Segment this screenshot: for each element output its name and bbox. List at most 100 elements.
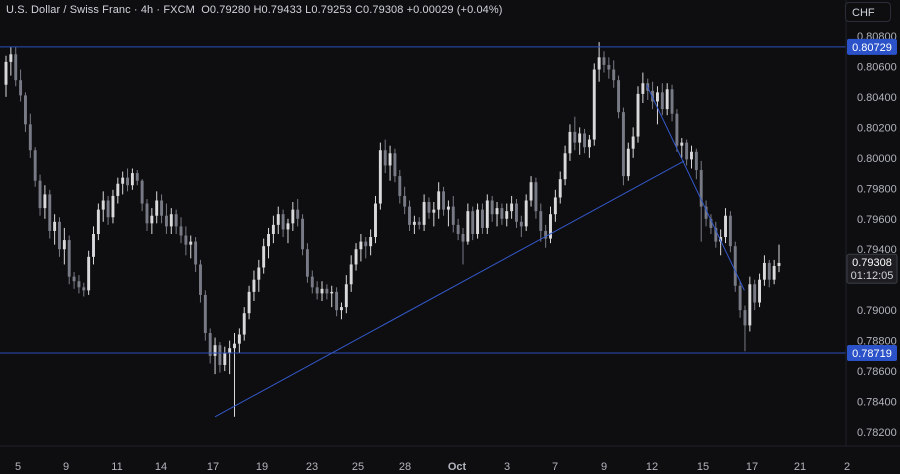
candle-body: [247, 291, 251, 314]
price-tick-label: 0.80600: [857, 61, 897, 73]
price-tick-label: 0.78400: [857, 397, 897, 409]
candle-body: [281, 214, 285, 230]
candle-body: [111, 195, 115, 218]
candle-body: [617, 80, 621, 113]
candle-body: [417, 221, 421, 225]
candle-body: [344, 284, 348, 308]
candle-body: [233, 343, 236, 349]
time-tick-label: 2: [844, 461, 850, 473]
time-tick-label: 17: [746, 461, 758, 473]
trendline[interactable]: [214, 160, 685, 418]
candle-body: [301, 218, 305, 250]
candle-body: [524, 200, 528, 227]
symbol-title: U.S. Dollar / Swiss Franc · 4h · FXCM: [6, 4, 195, 16]
candle-body: [767, 262, 771, 280]
candle-body: [680, 142, 684, 146]
candle-body: [544, 230, 548, 239]
candle-body: [87, 256, 91, 291]
candle-body: [359, 241, 363, 250]
candle-body: [194, 241, 198, 265]
candle-body: [14, 54, 18, 81]
candle-body: [286, 223, 290, 230]
candle-body: [77, 281, 81, 288]
ohlc-readout: O0.79280 H0.79433 L0.79253 C0.79308 +0.0…: [201, 4, 503, 16]
candle-body: [121, 177, 125, 184]
candle-body: [568, 131, 572, 154]
candle-body: [330, 291, 334, 294]
candle-body: [505, 211, 509, 219]
candle-body: [179, 226, 183, 236]
candle-body: [199, 264, 202, 295]
candle-body: [378, 150, 382, 204]
candle-body: [753, 284, 757, 303]
time-tick-label: 3: [504, 461, 510, 473]
candle-body: [534, 182, 538, 212]
price-tick-label: 0.78200: [857, 427, 897, 439]
candle-body: [583, 133, 586, 148]
time-tick-label: 12: [646, 461, 658, 473]
candle-body: [393, 153, 397, 177]
candle-body: [690, 151, 693, 160]
candle-body: [315, 287, 319, 294]
candle-body: [490, 200, 494, 215]
candle-body: [335, 291, 339, 311]
candle-body: [602, 57, 606, 65]
price-tick-label: 0.78800: [857, 336, 897, 348]
candle-body: [364, 241, 368, 247]
candle-body: [174, 214, 178, 227]
candle-body: [748, 284, 752, 326]
currency-button[interactable]: CHF: [845, 2, 891, 22]
candle-body: [150, 215, 154, 224]
current-price-tag: [846, 253, 898, 284]
candle-body: [485, 200, 489, 228]
candle-body: [271, 224, 275, 234]
candle-body: [636, 93, 640, 137]
trendline[interactable]: [646, 84, 745, 291]
time-tick-label: 23: [306, 461, 318, 473]
time-tick-label: 28: [399, 461, 411, 473]
time-tick-label: 5: [15, 461, 21, 473]
candle-body: [553, 197, 557, 215]
candle-body: [58, 221, 61, 250]
candle-body: [694, 151, 698, 171]
candle-body: [140, 180, 144, 204]
candle-body: [228, 348, 232, 353]
candle-body: [369, 237, 373, 247]
candle-body: [626, 148, 630, 177]
candle-body: [213, 345, 217, 356]
candle-body: [738, 285, 742, 311]
candle-body: [72, 276, 76, 282]
candle-body: [631, 136, 635, 149]
level-price-label: 0.78719: [852, 348, 892, 360]
candle-body: [471, 211, 475, 234]
candle-body: [296, 209, 300, 219]
candle-body: [704, 206, 708, 219]
candle-body: [592, 69, 596, 140]
candle-body: [476, 209, 480, 234]
candle-body: [339, 307, 343, 311]
candle-body: [325, 288, 329, 294]
candle-body: [656, 92, 659, 102]
candle-body: [19, 80, 23, 96]
candle-body: [116, 183, 120, 196]
candle-body: [237, 334, 241, 344]
candle-body: [422, 202, 426, 225]
candle-body: [607, 64, 611, 70]
candle-body: [169, 214, 173, 227]
level-price-tag: [847, 38, 897, 55]
candle-body: [758, 279, 762, 303]
candle-body: [203, 294, 207, 333]
candle-body: [456, 224, 460, 234]
candle-body: [126, 177, 129, 186]
candle-body: [762, 262, 766, 280]
candle-body: [349, 264, 353, 285]
candle-body: [130, 173, 134, 186]
candle-body: [510, 203, 514, 212]
candle-body: [529, 182, 533, 201]
candle-body: [403, 195, 407, 207]
time-tick-label: 17: [207, 461, 219, 473]
price-tick-label: 0.80400: [857, 92, 897, 104]
time-tick-label: 7: [552, 461, 558, 473]
candle-body: [728, 215, 732, 247]
candle-body: [558, 179, 562, 198]
